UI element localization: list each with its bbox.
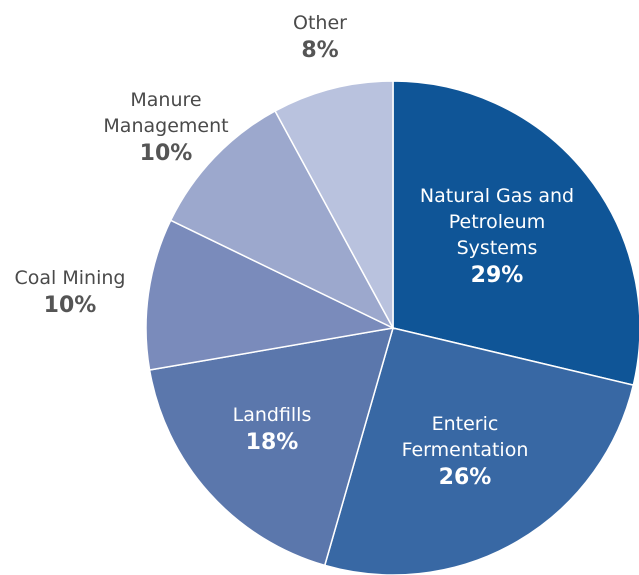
category-label: Enteric Fermentation: [401, 413, 529, 461]
pie-slice: [169, 109, 395, 330]
value-label: 26%: [438, 465, 492, 490]
category-label: Other: [293, 12, 347, 34]
category-label: Natural Gas and Petroleum Systems: [419, 185, 575, 259]
category-label: Coal Mining: [14, 267, 126, 289]
value-label: 10%: [139, 141, 193, 166]
slice-label: Natural Gas and Petroleum Systems 29%: [417, 183, 577, 291]
slice-label: Coal Mining 10%: [0, 265, 140, 321]
pie-slice: [392, 80, 639, 387]
pie-slice: [148, 327, 395, 567]
slice-label: Enteric Fermentation 26%: [385, 411, 545, 493]
pie-slice: [274, 80, 394, 329]
slice-label: Manure Management 10%: [96, 87, 236, 169]
category-label: Landfills: [232, 404, 312, 426]
value-label: 10%: [43, 293, 97, 318]
category-label: Manure Management: [103, 89, 229, 137]
pie-slice: [323, 327, 635, 575]
slice-label: Landfills 18%: [202, 402, 342, 458]
value-label: 18%: [245, 430, 299, 455]
value-label: 8%: [301, 38, 339, 63]
pie-slice: [145, 219, 396, 371]
slice-label: Other 8%: [270, 10, 370, 66]
value-label: 29%: [470, 263, 524, 288]
